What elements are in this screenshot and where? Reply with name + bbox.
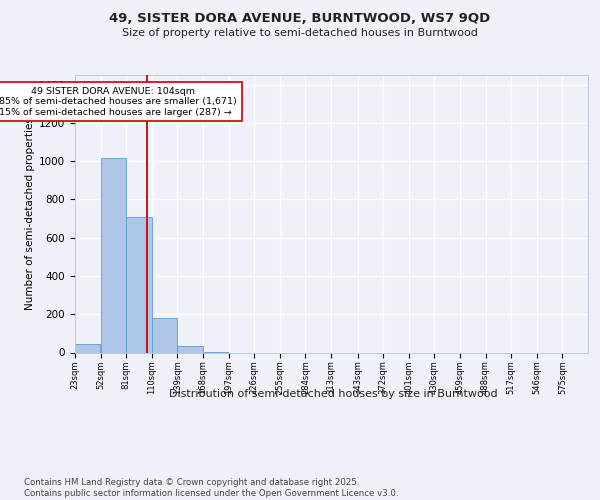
Text: Distribution of semi-detached houses by size in Burntwood: Distribution of semi-detached houses by … [169, 389, 497, 399]
Bar [178, 346, 203, 352]
Y-axis label: Number of semi-detached properties: Number of semi-detached properties [25, 118, 35, 310]
Bar [101, 158, 126, 352]
Text: 49, SISTER DORA AVENUE, BURNTWOOD, WS7 9QD: 49, SISTER DORA AVENUE, BURNTWOOD, WS7 9… [109, 12, 491, 26]
Text: Size of property relative to semi-detached houses in Burntwood: Size of property relative to semi-detach… [122, 28, 478, 38]
Text: 49 SISTER DORA AVENUE: 104sqm
← 85% of semi-detached houses are smaller (1,671)
: 49 SISTER DORA AVENUE: 104sqm ← 85% of s… [0, 87, 237, 117]
Bar [152, 318, 177, 352]
Bar [75, 344, 100, 352]
Bar [126, 216, 152, 352]
Text: Contains HM Land Registry data © Crown copyright and database right 2025.
Contai: Contains HM Land Registry data © Crown c… [24, 478, 398, 498]
